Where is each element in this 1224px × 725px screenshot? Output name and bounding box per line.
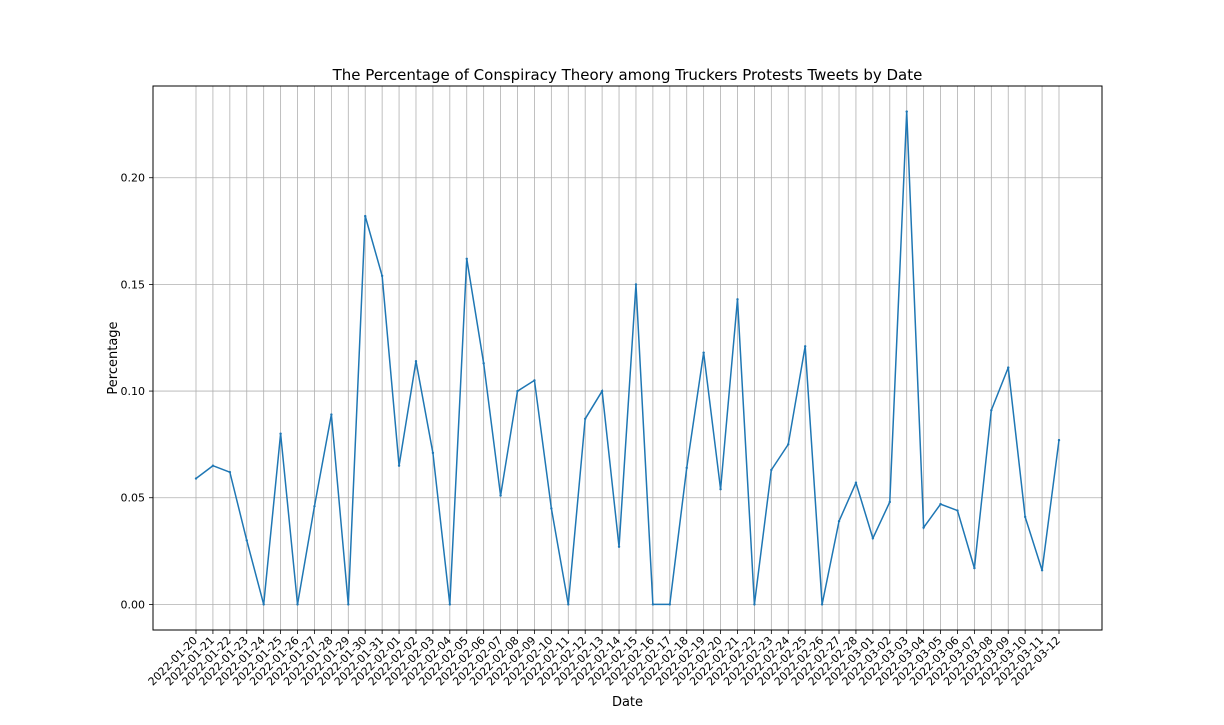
data-point xyxy=(973,566,976,570)
data-point xyxy=(1023,515,1027,519)
data-point xyxy=(668,603,672,606)
data-point xyxy=(770,468,773,472)
y-tick-label: 0.00 xyxy=(121,598,146,611)
data-point xyxy=(990,409,993,412)
y-tick-label: 0.15 xyxy=(121,278,146,291)
data-point xyxy=(533,379,536,382)
data-point xyxy=(245,539,248,542)
series-layer xyxy=(194,110,1061,606)
data-point xyxy=(550,507,553,510)
data-point xyxy=(651,603,655,606)
y-axis-label: Percentage xyxy=(106,321,121,394)
data-point xyxy=(228,470,232,474)
data-point xyxy=(600,389,604,393)
data-point xyxy=(956,509,959,512)
y-tick-label: 0.20 xyxy=(121,172,146,185)
data-point xyxy=(465,257,468,260)
series-line xyxy=(195,111,1060,606)
data-point xyxy=(279,432,282,435)
data-point xyxy=(888,500,891,504)
data-point xyxy=(837,520,841,523)
data-point xyxy=(347,603,350,606)
data-point xyxy=(939,502,942,506)
data-point xyxy=(448,603,452,606)
data-point xyxy=(330,413,333,416)
data-point xyxy=(702,351,705,354)
chart-title: The Percentage of Conspiracy Theory amon… xyxy=(332,66,923,84)
data-point xyxy=(753,603,756,606)
y-tick-label: 0.05 xyxy=(121,492,146,505)
tick-layer: 2022-01-202022-01-212022-01-222022-01-23… xyxy=(121,172,1064,689)
data-point xyxy=(397,464,401,467)
data-point xyxy=(499,494,502,497)
data-point xyxy=(431,451,435,455)
data-point xyxy=(719,488,722,491)
x-axis-label: Date xyxy=(612,695,643,710)
data-point xyxy=(803,345,807,348)
data-point xyxy=(1040,569,1044,572)
data-point xyxy=(482,362,485,365)
data-point xyxy=(871,537,875,540)
grid-layer xyxy=(153,86,1102,630)
data-point xyxy=(211,464,215,467)
data-point xyxy=(516,389,519,393)
plot-frame xyxy=(152,85,1103,631)
data-point xyxy=(736,298,739,301)
data-point xyxy=(414,360,418,363)
data-point xyxy=(905,110,908,113)
data-point xyxy=(787,443,790,446)
data-point xyxy=(1057,438,1061,442)
data-point xyxy=(364,214,367,218)
data-point xyxy=(617,545,621,548)
data-point xyxy=(922,526,925,529)
data-point xyxy=(583,417,587,420)
data-point xyxy=(194,477,198,480)
data-point xyxy=(854,481,858,484)
data-point xyxy=(634,283,638,286)
data-point xyxy=(380,274,384,278)
data-point xyxy=(820,603,824,606)
data-point xyxy=(262,603,265,606)
y-tick-label: 0.10 xyxy=(121,385,146,398)
data-point xyxy=(685,466,688,470)
data-point xyxy=(296,603,299,606)
data-point xyxy=(313,505,316,508)
data-point xyxy=(567,603,570,606)
data-point xyxy=(1007,366,1010,369)
